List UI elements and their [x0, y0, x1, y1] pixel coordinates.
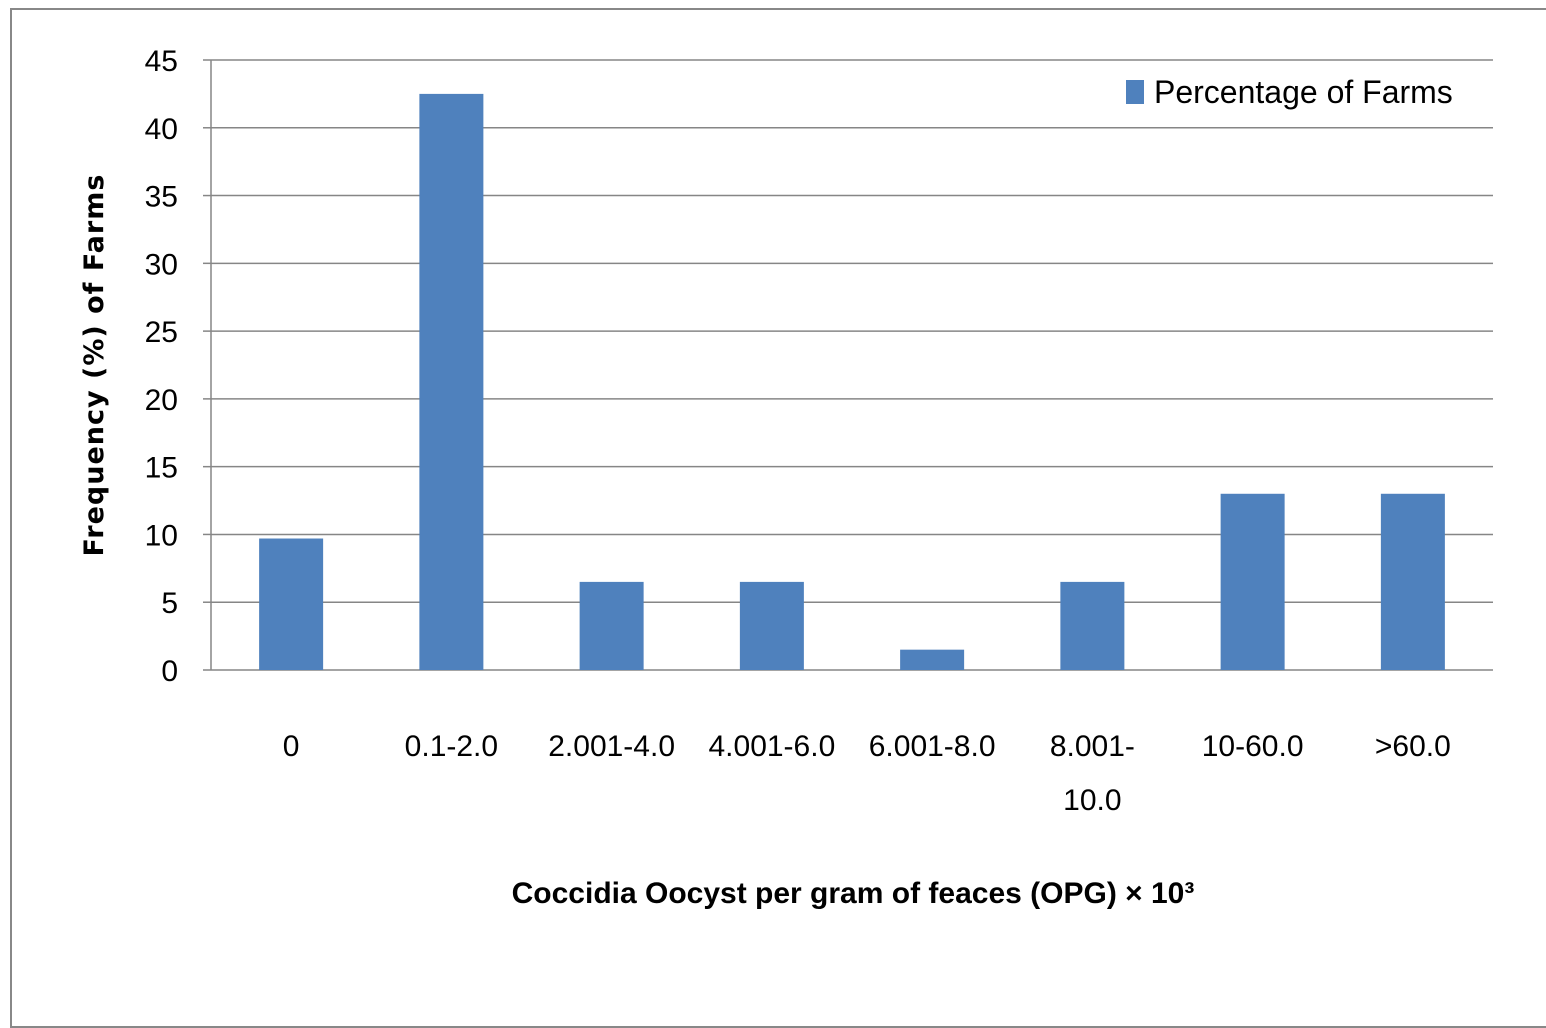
- y-tick-label: 30: [145, 248, 178, 281]
- gridlines: [203, 59, 1493, 671]
- bar: [259, 538, 324, 670]
- x-axis-categories: 0 0.1-2.0 2.001-4.0 4.001-6.0 6.001-8.0 8.001…: [283, 730, 1451, 817]
- x-category-label: 0.1-2.0: [405, 730, 498, 763]
- y-tick-label: 45: [145, 45, 178, 78]
- x-category-label: 4.001-6.0: [708, 730, 835, 763]
- bar: [739, 581, 804, 670]
- x-category-label: 2.001-4.0: [548, 730, 675, 763]
- x-category-label: 6.001-8.0: [869, 730, 996, 763]
- legend-label: Percentage of Farms: [1154, 74, 1453, 110]
- x-category-label: 8.001-: [1050, 730, 1135, 763]
- y-tick-label: 35: [145, 181, 178, 214]
- y-axis-ticks: 0 5 10 15 20 25 30 35 40 45: [145, 45, 178, 688]
- y-axis-label: Frequency (%) of Farms: [79, 174, 110, 557]
- chart-frame: [10, 8, 1546, 1028]
- x-category-label: 0: [283, 730, 300, 763]
- y-tick-label: 20: [145, 384, 178, 417]
- x-axis-label: Coccidia Oocyst per gram of feaces (OPG)…: [512, 877, 1195, 910]
- x-category-label: 10.0: [1063, 784, 1121, 817]
- bar: [1220, 493, 1285, 670]
- y-tick-label: 10: [145, 519, 178, 552]
- bar: [900, 649, 965, 670]
- legend: Percentage of Farms: [1126, 74, 1453, 110]
- bar: [1060, 581, 1125, 670]
- bars: [259, 93, 1445, 670]
- y-tick-label: 25: [145, 316, 178, 349]
- bar: [1380, 493, 1445, 670]
- x-category-label: >60.0: [1375, 730, 1451, 763]
- bar: [419, 93, 484, 670]
- y-tick-label: 15: [145, 452, 178, 485]
- x-category-label: 10-60.0: [1202, 730, 1304, 763]
- y-tick-label: 40: [145, 113, 178, 146]
- legend-swatch: [1126, 80, 1144, 104]
- bar: [579, 581, 644, 670]
- y-tick-label: 5: [161, 587, 178, 620]
- y-tick-label: 0: [161, 655, 178, 688]
